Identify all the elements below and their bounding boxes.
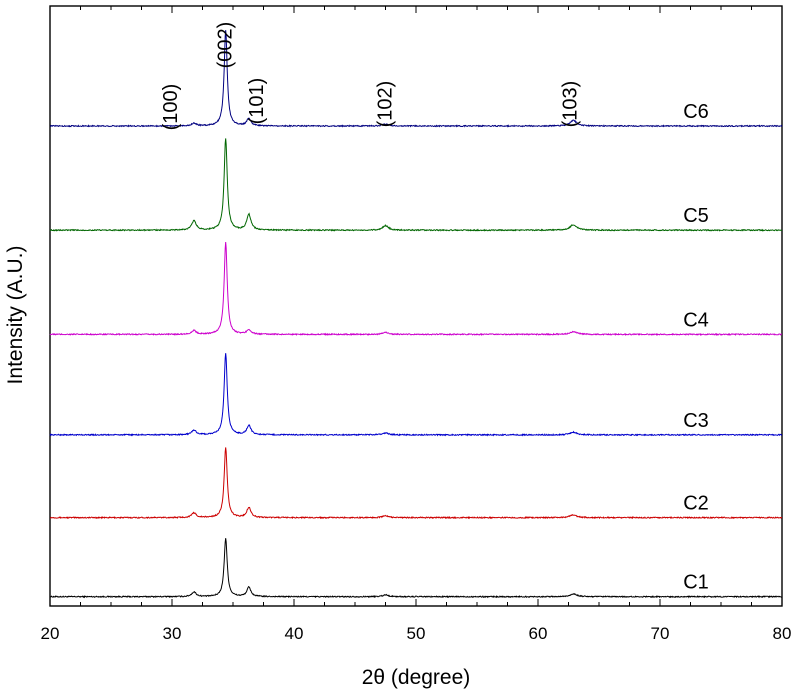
series-label-c5: C5 bbox=[683, 205, 709, 227]
series-label-c2: C2 bbox=[683, 493, 709, 515]
x-tick-label: 40 bbox=[285, 624, 304, 643]
peak-label: (101) bbox=[246, 78, 268, 125]
y-axis-label: Intensity (A.U.) bbox=[4, 246, 27, 385]
series-line-c6 bbox=[49, 30, 783, 128]
x-tick-label: 30 bbox=[163, 624, 182, 643]
series-line-c5 bbox=[49, 138, 783, 232]
series-label-c3: C3 bbox=[683, 410, 709, 432]
series-label-c6: C6 bbox=[683, 101, 709, 123]
x-tick-label: 60 bbox=[529, 624, 548, 643]
peak-labels: (100) (002) (101) (102) (103) bbox=[160, 22, 581, 131]
series-line-c1 bbox=[49, 538, 783, 599]
x-tick-label: 20 bbox=[41, 624, 60, 643]
series-labels: C1 C2 C3 C4 C5 C6 bbox=[683, 101, 709, 594]
x-tick-label: 80 bbox=[773, 624, 792, 643]
series-line-c4 bbox=[49, 242, 783, 337]
series-label-c1: C1 bbox=[683, 572, 709, 594]
series-line-c3 bbox=[49, 353, 783, 437]
series-label-c4: C4 bbox=[683, 309, 709, 331]
peak-label: (100) bbox=[160, 84, 182, 131]
series-traces bbox=[49, 30, 783, 599]
peak-label: (002) bbox=[215, 22, 237, 69]
x-tick-label: 50 bbox=[407, 624, 426, 643]
series-line-c2 bbox=[49, 447, 783, 520]
x-tick-label: 70 bbox=[651, 624, 670, 643]
peak-label: (103) bbox=[559, 81, 581, 128]
peak-label: (102) bbox=[375, 81, 397, 128]
x-axis-label: 2θ (degree) bbox=[362, 666, 471, 689]
x-axis: 20 30 40 50 60 70 80 bbox=[41, 6, 792, 643]
